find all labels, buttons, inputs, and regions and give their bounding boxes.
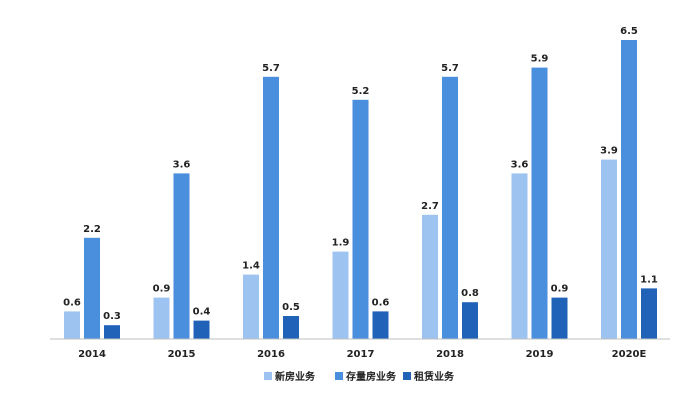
data-label-2018-series-1: 5.7 [441, 63, 459, 74]
legend: 新房业务 存量房业务 租赁业务 [264, 370, 455, 383]
bar-2017-series-2 [372, 311, 389, 339]
bar-2015-series-2 [193, 320, 210, 339]
data-label-2015-series-1: 3.6 [173, 159, 191, 170]
bars-group [64, 40, 657, 340]
x-tick-label-2015: 2015 [168, 349, 196, 360]
bar-2015-series-0 [153, 297, 170, 339]
data-label-2016-series-2: 0.5 [282, 302, 300, 313]
data-label-2017-series-1: 5.2 [352, 86, 370, 97]
bar-2017-series-0 [332, 251, 349, 339]
bar-2015-series-1 [173, 173, 190, 339]
data-label-2018-series-2: 0.8 [461, 288, 479, 299]
data-label-2016-series-0: 1.4 [242, 261, 260, 272]
x-tick-label-2018: 2018 [436, 349, 464, 360]
bar-2018-series-2 [462, 302, 478, 339]
bar-2019-series-2 [551, 297, 568, 339]
legend-label-1: 存量房业务 [346, 370, 397, 383]
bar-2016-series-2 [283, 316, 299, 339]
data-label-2017-series-0: 1.9 [332, 238, 350, 249]
legend-label-0: 新房业务 [275, 370, 316, 383]
bar-2014-series-0 [64, 311, 80, 339]
bar-2019-series-0 [511, 173, 528, 339]
bar-2017-series-1 [352, 99, 369, 339]
x-tick-label-2017: 2017 [347, 349, 375, 360]
x-tick-label-2020E: 2020E [612, 349, 647, 360]
x-tick-label-2014: 2014 [78, 349, 106, 360]
bar-2019-series-1 [531, 67, 548, 339]
bar-2018-series-1 [442, 76, 458, 340]
data-label-2020E-series-2: 1.1 [640, 274, 658, 285]
data-label-2014-series-0: 0.6 [63, 297, 81, 308]
legend-swatch-2 [403, 372, 411, 380]
data-label-2018-series-0: 2.7 [421, 201, 439, 212]
data-label-2019-series-2: 0.9 [551, 284, 569, 295]
data-label-2016-series-1: 5.7 [262, 63, 280, 74]
bar-2016-series-0 [243, 274, 259, 339]
legend-swatch-0 [264, 372, 272, 380]
bar-2016-series-1 [263, 76, 279, 340]
data-label-2014-series-1: 2.2 [83, 224, 101, 235]
bar-2020E-series-2 [641, 288, 657, 339]
legend-swatch-1 [335, 372, 343, 380]
data-label-2015-series-0: 0.9 [153, 284, 171, 295]
data-label-2019-series-0: 3.6 [511, 159, 529, 170]
data-label-2015-series-2: 0.4 [193, 307, 211, 318]
bar-2018-series-0 [422, 214, 438, 339]
bar-2014-series-1 [84, 237, 100, 339]
data-label-2020E-series-0: 3.9 [600, 146, 618, 157]
data-labels-group: 0.6 2.2 0.3 0.9 3.6 0.4 1.4 5.7 0.5 1.9 5.2 0.6 2.7 5… [63, 26, 658, 322]
bar-2020E-series-1 [621, 40, 637, 339]
data-label-2020E-series-1: 6.5 [620, 26, 638, 37]
x-tick-label-2016: 2016 [257, 349, 285, 360]
data-label-2017-series-2: 0.6 [372, 297, 390, 308]
data-label-2019-series-1: 5.9 [531, 54, 549, 65]
x-tick-labels: 2014 2015 2016 2017 2018 2019 2020E [78, 349, 646, 360]
bar-2020E-series-0 [601, 159, 617, 339]
data-label-2014-series-2: 0.3 [103, 311, 121, 322]
bar-2014-series-2 [104, 325, 120, 339]
x-tick-label-2019: 2019 [526, 349, 554, 360]
legend-label-2: 租赁业务 [414, 370, 455, 383]
